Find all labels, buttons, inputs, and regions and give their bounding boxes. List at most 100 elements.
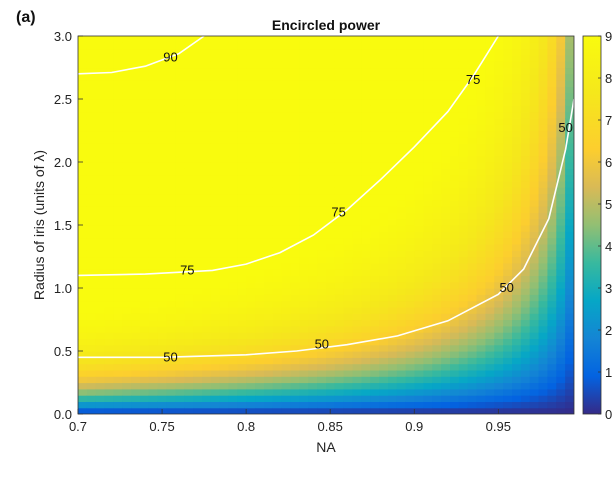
heatmap-cell: [237, 363, 247, 371]
heatmap-cell: [299, 262, 309, 270]
heatmap-cell: [264, 300, 274, 308]
heatmap-cell: [547, 193, 557, 201]
heatmap-cell: [556, 155, 566, 163]
heatmap-cell: [414, 237, 425, 245]
heatmap-cell: [467, 174, 478, 182]
heatmap-cell: [104, 67, 115, 75]
heatmap-cell: [396, 388, 407, 396]
heatmap-cell: [104, 130, 115, 138]
heatmap-cell: [529, 143, 540, 150]
heatmap-cell: [361, 149, 371, 157]
heatmap-cell: [396, 199, 407, 207]
heatmap-cell: [538, 294, 549, 302]
heatmap-cell: [467, 168, 478, 176]
heatmap-cell: [95, 149, 106, 157]
heatmap-cell: [86, 149, 97, 157]
heatmap-cell: [131, 231, 141, 239]
heatmap-cell: [299, 206, 309, 213]
heatmap-cell: [520, 369, 531, 377]
heatmap-cell: [529, 250, 540, 258]
heatmap-cell: [326, 61, 336, 69]
heatmap-cell: [334, 92, 345, 100]
heatmap-cell: [423, 206, 433, 213]
heatmap-cell: [202, 388, 212, 396]
heatmap-cell: [476, 206, 487, 213]
colorbar-tick-label: 7: [605, 113, 612, 128]
heatmap-cell: [202, 180, 212, 188]
heatmap-cell: [547, 225, 557, 232]
heatmap-cell: [246, 212, 256, 220]
heatmap-cell: [140, 256, 150, 264]
heatmap-cell: [476, 351, 487, 358]
heatmap-cell: [388, 193, 398, 201]
heatmap-cell: [343, 225, 354, 232]
heatmap-cell: [326, 275, 336, 283]
heatmap-cell: [157, 193, 168, 201]
heatmap-cell: [361, 325, 371, 333]
heatmap-cell: [485, 401, 495, 409]
heatmap-cell: [264, 42, 274, 50]
heatmap-cell: [193, 48, 203, 56]
heatmap-cell: [361, 395, 371, 402]
heatmap-cell: [281, 288, 292, 295]
heatmap-cell: [219, 256, 230, 264]
heatmap-cell: [78, 67, 88, 75]
heatmap-cell: [184, 105, 194, 113]
heatmap-cell: [246, 319, 256, 327]
heatmap-cell: [308, 357, 318, 365]
heatmap-cell: [414, 262, 425, 270]
heatmap-cell: [131, 162, 141, 169]
heatmap-cell: [547, 376, 557, 384]
heatmap-cell: [246, 225, 256, 232]
heatmap-cell: [290, 168, 301, 176]
heatmap-cell: [494, 376, 504, 384]
heatmap-cell: [547, 149, 557, 157]
heatmap-cell: [512, 67, 522, 75]
heatmap-cell: [299, 351, 309, 358]
heatmap-cell: [175, 338, 185, 346]
heatmap-cell: [148, 313, 159, 321]
heatmap-cell: [317, 124, 327, 132]
heatmap-cell: [467, 187, 478, 195]
heatmap-cell: [264, 36, 274, 43]
heatmap-cell: [379, 319, 389, 327]
heatmap-cell: [202, 130, 212, 138]
heatmap-cell: [202, 225, 212, 232]
heatmap-cell: [538, 281, 549, 289]
heatmap-cell: [308, 294, 318, 302]
heatmap-cell: [272, 319, 283, 327]
heatmap-cell: [538, 357, 549, 365]
heatmap-cell: [476, 281, 487, 289]
heatmap-cell: [476, 105, 487, 113]
heatmap-cell: [166, 351, 177, 358]
heatmap-cell: [157, 256, 168, 264]
heatmap-cell: [113, 48, 123, 56]
heatmap-cell: [334, 338, 345, 346]
heatmap-cell: [246, 218, 256, 226]
heatmap-cell: [334, 369, 345, 377]
heatmap-cell: [184, 243, 194, 251]
heatmap-cell: [281, 363, 292, 371]
heatmap-cell: [122, 300, 132, 308]
heatmap-cell: [193, 382, 203, 390]
heatmap-cell: [396, 61, 407, 69]
heatmap-cell: [565, 111, 574, 119]
heatmap-cell: [405, 218, 416, 226]
heatmap-cell: [334, 80, 345, 87]
heatmap-cell: [308, 42, 318, 50]
heatmap-cell: [529, 73, 540, 81]
heatmap-cell: [219, 388, 230, 396]
heatmap-cell: [343, 42, 354, 50]
heatmap-cell: [104, 388, 115, 396]
heatmap-cell: [414, 401, 425, 409]
heatmap-cell: [423, 225, 433, 232]
heatmap-cell: [113, 124, 123, 132]
heatmap-cell: [441, 306, 451, 314]
contour-line-75: [78, 36, 499, 277]
heatmap-cell: [228, 218, 239, 226]
heatmap-cell: [379, 369, 389, 377]
heatmap-cell: [565, 36, 574, 43]
heatmap-cell: [131, 388, 141, 396]
heatmap-cell: [210, 67, 221, 75]
